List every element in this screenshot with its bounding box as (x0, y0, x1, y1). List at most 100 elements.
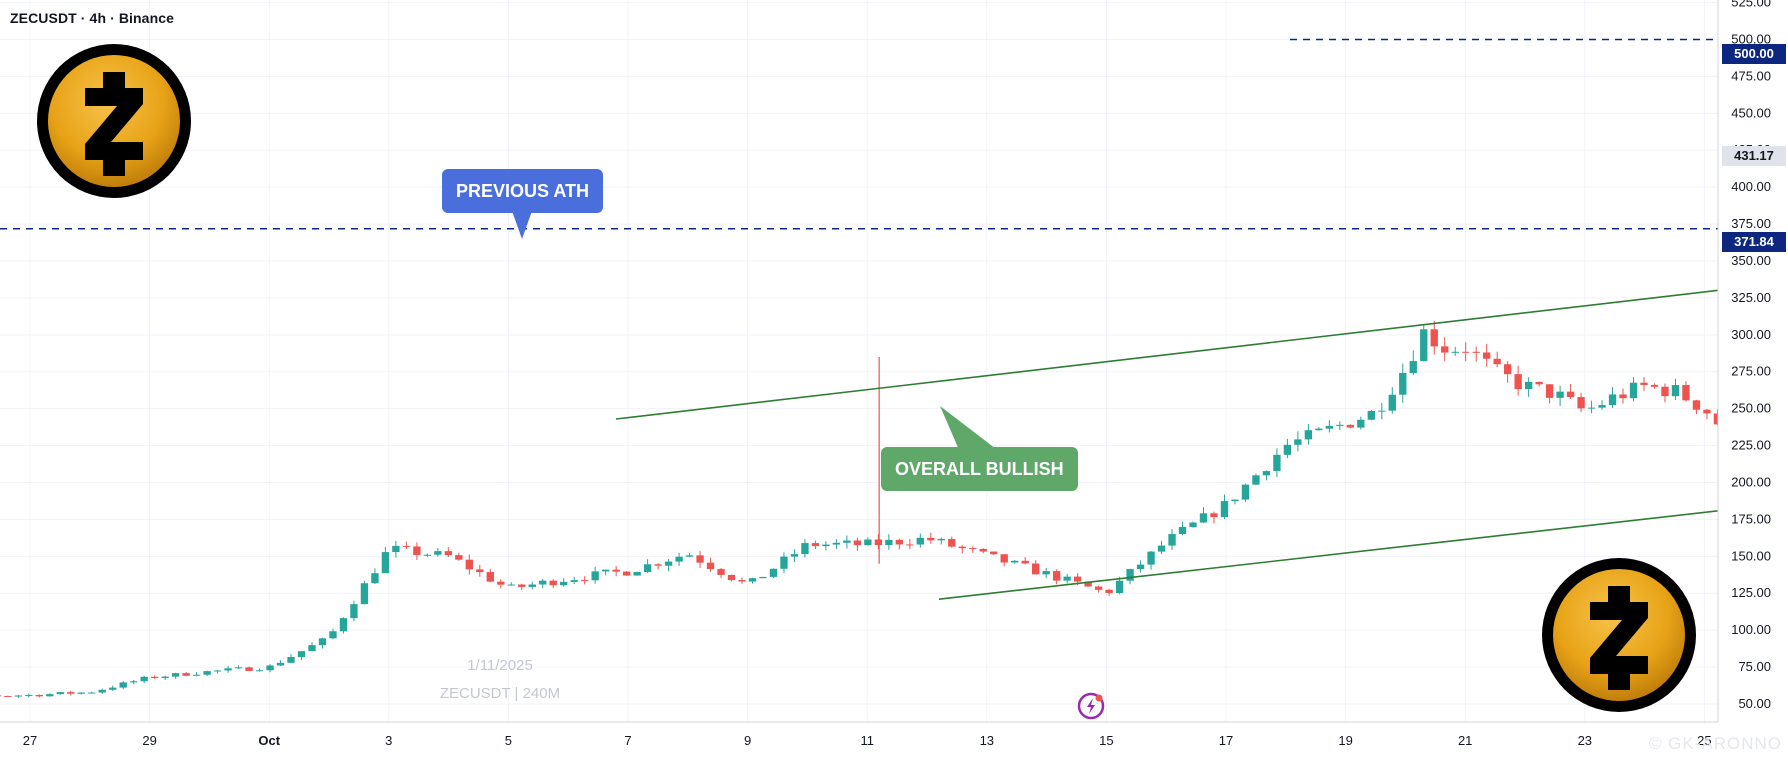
candle-body (476, 569, 484, 573)
watermark-date: 1/11/2025 (467, 657, 533, 674)
candle-body (1619, 394, 1627, 399)
candle-body (958, 546, 966, 549)
candle-body (1178, 526, 1187, 535)
candle-body (339, 618, 348, 632)
candle-body (675, 556, 683, 562)
candle-body (1115, 580, 1124, 593)
candle-body (161, 676, 169, 679)
x-tick-label: 23 (1578, 733, 1592, 748)
channel-lines[interactable] (615, 7, 1788, 600)
candle-body (1598, 405, 1606, 408)
channel-upper-line[interactable] (615, 7, 1788, 420)
x-tick-label: Oct (258, 733, 280, 748)
flash-alert-icon[interactable] (1076, 691, 1106, 721)
candle-body (1042, 571, 1050, 575)
candle-body (88, 692, 96, 694)
candle-body (423, 554, 432, 556)
candle-body (727, 574, 736, 581)
grid (0, 0, 1718, 722)
candle-body (948, 538, 956, 547)
candle-body (539, 580, 547, 585)
candle-body (1441, 346, 1449, 353)
candle-body (633, 572, 641, 576)
candle-body (4, 695, 12, 697)
candle-body (1084, 581, 1092, 587)
y-tick-label: 150.00 (1731, 548, 1771, 563)
candle-body (1346, 424, 1355, 428)
price-axis[interactable]: 525.00500.00475.00450.00425.00400.00375.… (1717, 0, 1788, 758)
zcash-z-icon (1590, 586, 1648, 690)
previous-ath-label[interactable]: PREVIOUS ATH (442, 169, 604, 213)
zcash-z-icon (85, 72, 143, 176)
candle-body (192, 674, 201, 676)
candle-body (1011, 560, 1019, 563)
price-tag-current[interactable]: 431.17 (1722, 146, 1786, 166)
x-tick-label: 21 (1458, 733, 1472, 748)
candle-body (507, 584, 515, 586)
candle-body (224, 668, 232, 671)
candle-body (927, 537, 935, 541)
candle-body (811, 543, 820, 547)
candle-body (895, 539, 904, 545)
x-tick-label: 3 (385, 733, 392, 748)
y-tick-label: 500.00 (1731, 31, 1771, 46)
time-axis[interactable]: 2729Oct357911131517192123252729Nov357911… (0, 721, 1788, 758)
overall-bullish-pointer (940, 406, 1000, 452)
candle-body (1147, 551, 1155, 565)
candle-body (1168, 534, 1176, 546)
channel-lower-line[interactable] (938, 184, 1788, 600)
x-tick-label: 15 (1099, 733, 1113, 748)
candle-body (255, 670, 264, 672)
candle-body (1713, 413, 1722, 425)
candle-body (56, 692, 64, 695)
candle-body (1535, 381, 1543, 385)
candle-body (969, 548, 977, 550)
candle-body (1503, 364, 1512, 375)
x-tick-label: 19 (1338, 733, 1352, 748)
candle-body (1000, 554, 1008, 563)
y-tick-label: 400.00 (1731, 179, 1771, 194)
candle-body (413, 546, 421, 555)
candle-body (874, 539, 883, 546)
y-tick-label: 350.00 (1731, 253, 1771, 268)
candle-body (455, 555, 463, 560)
candle-body (1304, 430, 1313, 440)
candle-body (1409, 361, 1417, 373)
candle-body (560, 581, 568, 586)
candle-body (140, 676, 148, 682)
candle-body (318, 638, 327, 646)
time-axis-bg (0, 722, 1788, 758)
candlesticks (0, 320, 1788, 698)
candle-body (1325, 425, 1334, 429)
price-tag-ath[interactable]: 371.84 (1722, 232, 1786, 252)
y-tick-label: 250.00 (1731, 401, 1771, 416)
candle-body (717, 569, 725, 575)
candle-body (182, 673, 190, 676)
candle-body (801, 543, 809, 555)
candle-body (549, 580, 557, 586)
y-tick-label: 325.00 (1731, 290, 1771, 305)
candle-body (350, 604, 358, 619)
candle-body (759, 576, 767, 579)
price-tag-target[interactable]: 500.00 (1722, 44, 1786, 64)
candle-body (1189, 522, 1197, 527)
candle-body (664, 561, 673, 566)
candle-body (1241, 484, 1250, 500)
x-tick-label: 7 (624, 733, 631, 748)
candle-body (14, 695, 22, 697)
candle-body (853, 540, 862, 546)
price-axis-bg (1718, 0, 1788, 758)
y-tick-label: 300.00 (1731, 327, 1771, 342)
overall-bullish-label[interactable]: OVERALL BULLISH (881, 447, 1078, 491)
candle-body (1682, 385, 1690, 401)
candle-body (1587, 407, 1596, 409)
author-credit: © GK-ARONNO (1648, 734, 1782, 753)
candle-body (885, 539, 893, 546)
y-tick-label: 200.00 (1731, 474, 1771, 489)
candle-body (1430, 329, 1438, 347)
symbol-header[interactable]: ZECUSDT · 4h · Binance (10, 10, 174, 26)
candle-body (570, 580, 578, 582)
candle-body (843, 540, 851, 543)
candle-body (1032, 563, 1040, 575)
